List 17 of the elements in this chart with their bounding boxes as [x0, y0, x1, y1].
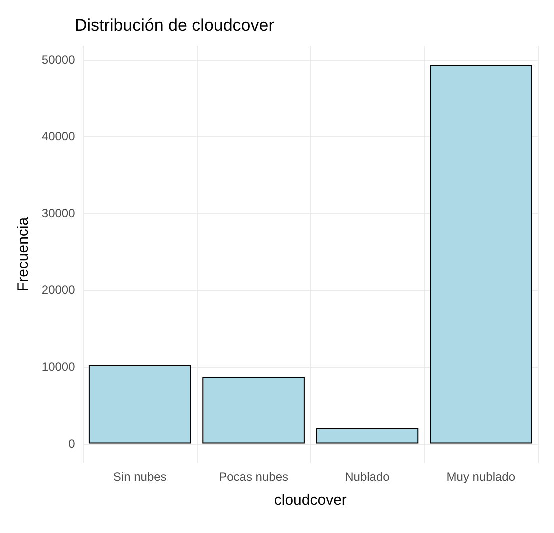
- x-tick-label: Sin nubes: [113, 470, 167, 484]
- y-tick-label: 0: [68, 436, 76, 451]
- y-tick-label: 20000: [42, 283, 76, 298]
- x-tick-label: Pocas nubes: [219, 470, 288, 484]
- bar: [202, 376, 305, 444]
- x-axis-title: cloudcover: [274, 492, 347, 509]
- y-tick-label: 50000: [42, 52, 76, 67]
- x-tick-label: Muy nublado: [446, 470, 516, 484]
- y-tick-label: 40000: [42, 130, 76, 144]
- bar: [88, 365, 192, 444]
- chart-title: Distribución de cloudcover: [75, 16, 275, 35]
- y-tick-label: 30000: [42, 206, 76, 220]
- bar: [430, 65, 532, 444]
- bar: [316, 428, 419, 444]
- y-axis-title: Frecuencia: [15, 216, 32, 292]
- x-tick-label: Nublado: [345, 470, 390, 484]
- y-tick-label: 10000: [42, 360, 76, 374]
